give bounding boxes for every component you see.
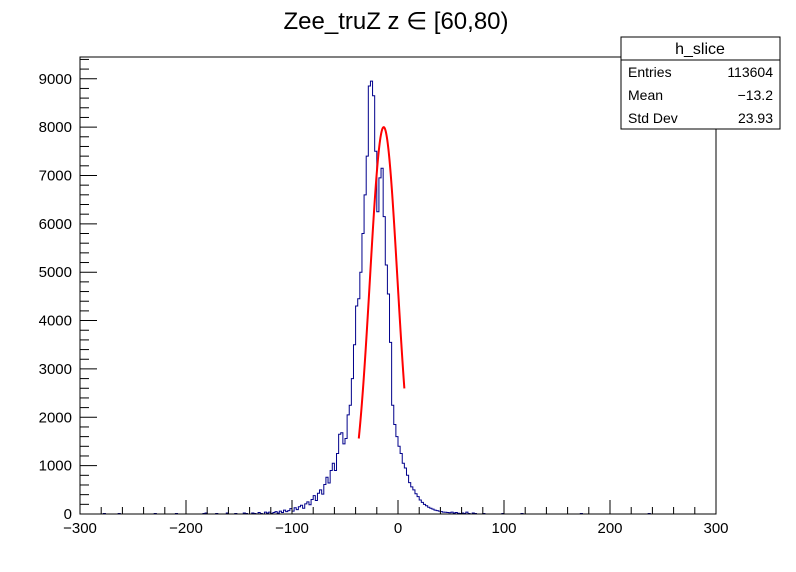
y-tick-label: 1000 <box>39 458 72 475</box>
x-tick-label: 200 <box>597 520 622 537</box>
stats-entries-label: Entries <box>628 64 672 80</box>
y-tick-label: 2000 <box>39 409 72 426</box>
stats-stddev-label: Std Dev <box>628 110 678 126</box>
y-tick-label: 9000 <box>39 71 72 88</box>
chart-title: Zee_truZ z ∈ [60,80) <box>284 8 509 35</box>
y-tick-label: 4000 <box>39 313 72 330</box>
axes: −300 −200 −100 0 100 200 300010002000300040005… <box>39 56 729 537</box>
stats-entries-value: 113604 <box>727 64 773 80</box>
stats-mean-label: Mean <box>628 87 663 103</box>
y-tick-label: 0 <box>64 506 72 523</box>
stats-stddev-value: 23.93 <box>738 110 773 126</box>
stats-box-frame <box>620 36 781 130</box>
x-tick-label: 300 <box>703 520 728 537</box>
y-tick-label: 3000 <box>39 361 72 378</box>
y-tick-label: 6000 <box>39 216 72 233</box>
stats-box: h_slice Entries 113604 Mean −13.2 Std De… <box>620 36 781 130</box>
x-tick-label: −300 <box>63 520 97 537</box>
stats-mean-value: −13.2 <box>738 87 774 103</box>
y-tick-label: 8000 <box>39 119 72 136</box>
x-tick-label: −100 <box>275 520 309 537</box>
x-tick-label: 100 <box>491 520 516 537</box>
x-tick-label: 0 <box>394 520 402 537</box>
gaussian-fit-curve <box>357 126 406 439</box>
y-tick-label: 7000 <box>39 167 72 184</box>
x-tick-label: −200 <box>169 520 203 537</box>
stats-box-title: h_slice <box>675 41 725 58</box>
y-tick-label: 5000 <box>39 264 72 281</box>
